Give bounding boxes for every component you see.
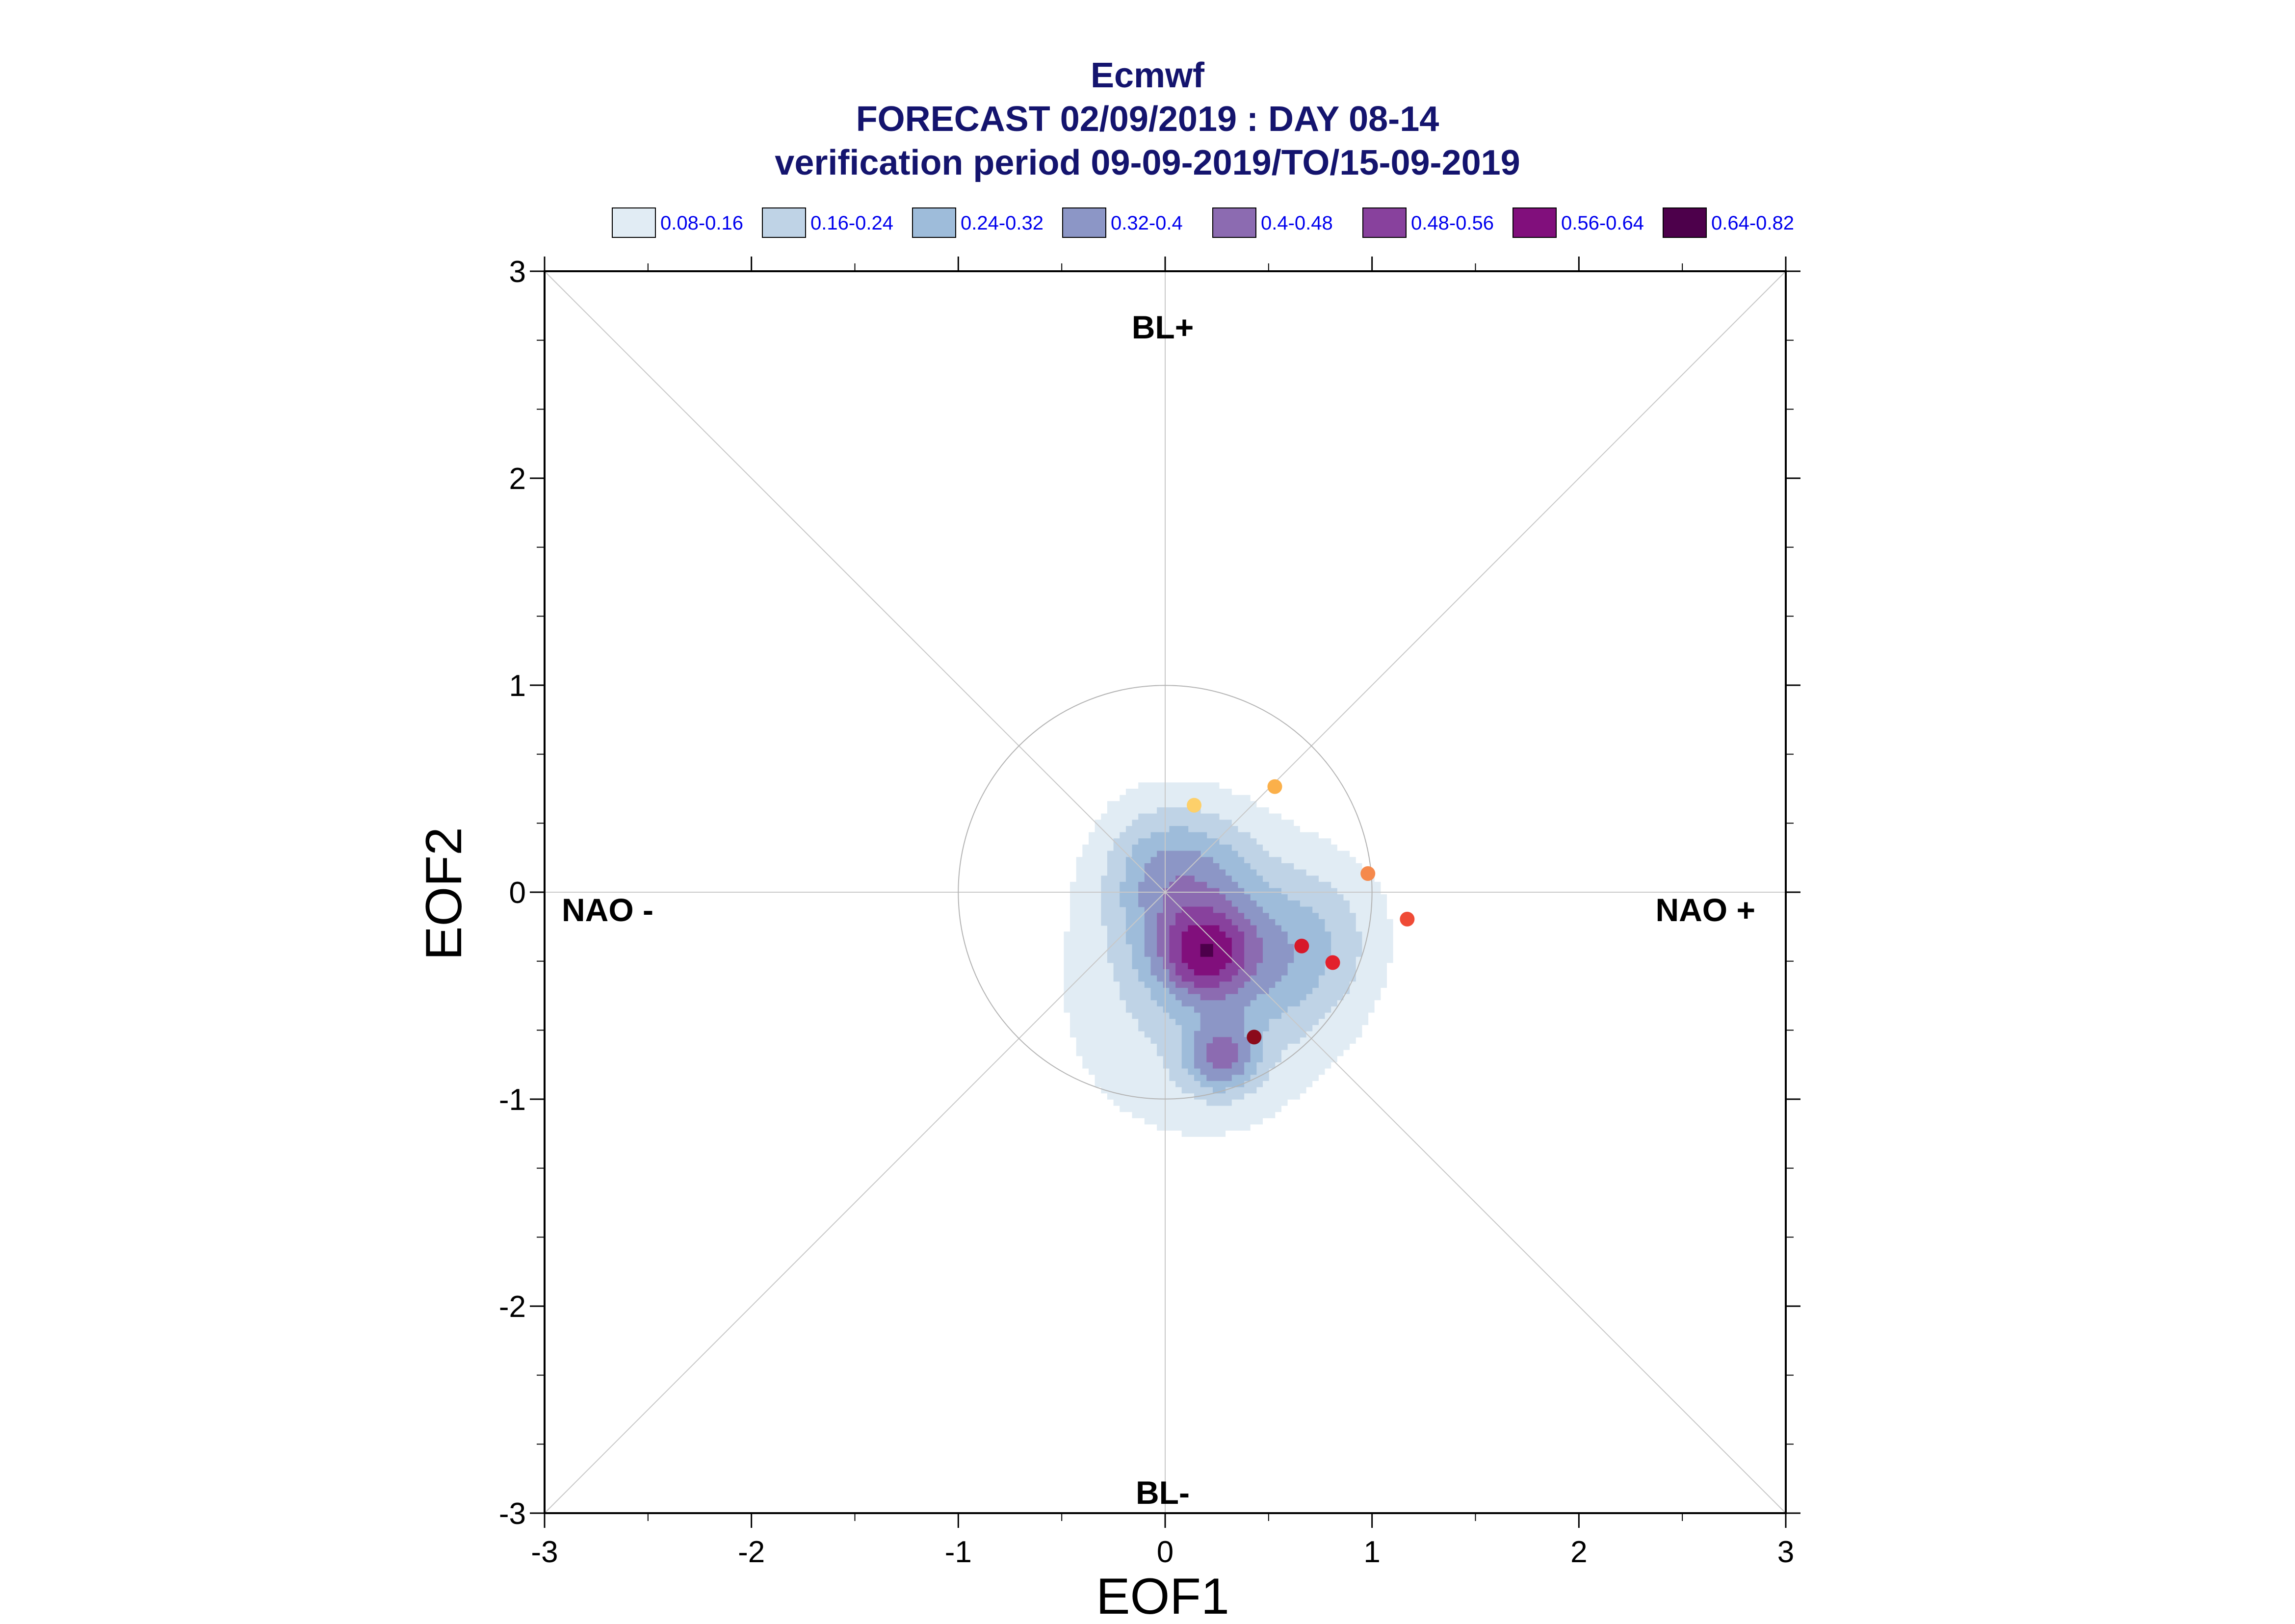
x-tick-label: 3 — [1777, 1535, 1794, 1569]
legend-swatch — [912, 207, 956, 238]
legend: 0.08-0.16 0.16-0.24 0.24-0.32 0.32-0.4 0.4-0… — [612, 207, 1794, 238]
member-point — [1294, 938, 1309, 954]
legend-swatch — [1362, 207, 1407, 238]
y-tick-label: 2 — [509, 462, 526, 496]
x-tick-label: 0 — [1157, 1535, 1174, 1569]
legend-label: 0.48-0.56 — [1411, 212, 1494, 234]
x-axis-title: EOF1 — [1096, 1568, 1229, 1624]
regime-label-bl-minus: BL- — [1136, 1474, 1190, 1511]
reference-circle — [958, 685, 1373, 1100]
member-point — [1360, 866, 1376, 881]
x-tick-label: -1 — [945, 1535, 972, 1569]
y-tick-label: -2 — [499, 1290, 526, 1324]
y-tick-label: -3 — [499, 1497, 526, 1531]
legend-label: 0.24-0.32 — [961, 212, 1043, 234]
guide-lines — [544, 271, 1786, 1514]
y-axis-title: EOF2 — [416, 827, 472, 960]
x-tick-label: 2 — [1570, 1535, 1587, 1569]
x-tick-label: -2 — [738, 1535, 765, 1569]
legend-swatch — [1663, 207, 1707, 238]
legend-swatch — [1062, 207, 1106, 238]
member-points — [1187, 779, 1415, 1045]
member-point — [1267, 779, 1282, 794]
regime-label-bl-plus: BL+ — [1132, 309, 1194, 345]
member-point — [1187, 798, 1202, 813]
member-point — [1400, 911, 1415, 927]
y-tick-label: 3 — [509, 255, 526, 289]
y-tick-label: 1 — [509, 669, 526, 703]
legend-label: 0.4-0.48 — [1261, 212, 1333, 234]
chart-subtitle: FORECAST 02/09/2019 : DAY 08-14 — [856, 100, 1439, 139]
chart-title: Ecmwf — [1091, 56, 1205, 95]
legend-label: 0.64-0.82 — [1711, 212, 1794, 234]
density-level-8 — [1200, 944, 1213, 957]
legend-swatch — [612, 207, 656, 238]
member-point — [1247, 1030, 1262, 1045]
member-point — [1325, 955, 1340, 970]
legend-label: 0.16-0.24 — [810, 212, 893, 234]
y-tick-label: 0 — [509, 876, 526, 910]
y-tick-label: -1 — [499, 1083, 526, 1117]
legend-label: 0.32-0.4 — [1111, 212, 1183, 234]
legend-label: 0.08-0.16 — [660, 212, 743, 234]
x-tick-label: -3 — [531, 1535, 558, 1569]
legend-label: 0.56-0.64 — [1561, 212, 1644, 234]
x-tick-label: 1 — [1363, 1535, 1380, 1569]
legend-swatch — [762, 207, 806, 238]
legend-swatch — [1212, 207, 1256, 238]
density-contours — [1064, 782, 1393, 1137]
axes: -3 -2 -1 0 1 2 3 3 2 1 0 -1 -2 -3 — [499, 255, 1800, 1569]
plot-area — [544, 270, 1787, 1514]
regime-label-nao-minus: NAO - — [562, 892, 653, 928]
chart-subtitle-period: verification period 09-09-2019/TO/15-09-… — [775, 143, 1520, 182]
regime-label-nao-plus: NAO + — [1655, 892, 1755, 928]
legend-swatch — [1513, 207, 1557, 238]
